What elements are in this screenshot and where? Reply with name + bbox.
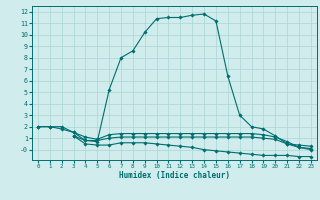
X-axis label: Humidex (Indice chaleur): Humidex (Indice chaleur) [119, 171, 230, 180]
